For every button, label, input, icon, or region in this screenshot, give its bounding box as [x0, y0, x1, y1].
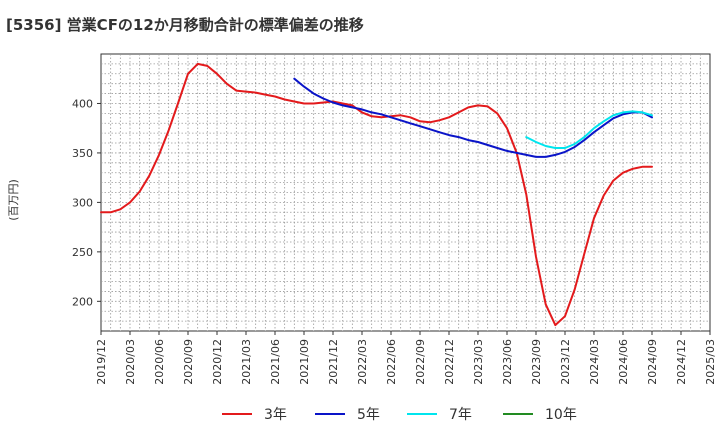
x-tick-label: 2023/12 — [559, 339, 572, 385]
chart-title: [5356] 営業CFの12か月移動合計の標準偏差の推移 — [6, 16, 364, 34]
grid-layer — [101, 54, 710, 331]
x-tick-label: 2020/09 — [182, 339, 195, 385]
x-tick-label: 2022/09 — [414, 339, 427, 385]
series-line-3年 — [100, 62, 653, 327]
series-line-5年 — [293, 77, 653, 158]
x-tick-label: 2024/03 — [588, 339, 601, 385]
legend-label-10年: 10年 — [545, 407, 577, 423]
series-line-7年 — [525, 110, 653, 149]
x-tick-label: 2021/09 — [298, 339, 311, 385]
x-tick-label: 2024/12 — [675, 339, 688, 385]
legend-label-7年: 7年 — [449, 407, 472, 423]
x-tick-label: 2021/06 — [269, 339, 282, 385]
y-axis-label: (百万円) — [7, 179, 20, 221]
y-tick-label: 200 — [72, 295, 93, 308]
legend-label-3年: 3年 — [264, 407, 287, 423]
y-axis: 200 250 300 350 400 — [72, 97, 101, 308]
y-tick-label: 300 — [72, 196, 93, 209]
x-tick-label: 2021/12 — [327, 339, 340, 385]
legend-label-5年: 5年 — [357, 407, 380, 423]
x-tick-label: 2024/09 — [646, 339, 659, 385]
x-tick-label: 2019/12 — [95, 339, 108, 385]
x-tick-label: 2021/03 — [240, 339, 253, 385]
x-tick-label: 2022/12 — [443, 339, 456, 385]
x-tick-label: 2022/03 — [356, 339, 369, 385]
series-layer — [100, 62, 653, 327]
x-tick-label: 2020/03 — [124, 339, 137, 385]
legend: 3年 5年 7年 10年 — [222, 407, 577, 423]
x-tick-label: 2023/06 — [501, 339, 514, 385]
x-tick-label: 2024/06 — [617, 339, 630, 385]
x-tick-label: 2023/09 — [530, 339, 543, 385]
y-tick-label: 400 — [72, 97, 93, 110]
x-tick-label: 2022/06 — [385, 339, 398, 385]
y-tick-label: 250 — [72, 246, 93, 259]
x-tick-label: 2020/12 — [211, 339, 224, 385]
x-tick-label: 2023/03 — [472, 339, 485, 385]
x-tick-label: 2025/03 — [704, 339, 717, 385]
x-tick-label: 2020/06 — [153, 339, 166, 385]
y-tick-label: 350 — [72, 147, 93, 160]
x-axis: 2019/12 2020/03 2020/06 2020/09 2020/12 2021/… — [95, 331, 717, 385]
